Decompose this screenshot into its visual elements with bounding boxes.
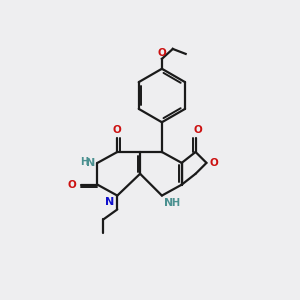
Text: N: N (86, 158, 95, 168)
Text: O: O (158, 48, 166, 58)
Text: O: O (113, 125, 122, 135)
Text: O: O (193, 125, 202, 135)
Text: O: O (209, 158, 218, 168)
Text: N: N (164, 198, 173, 208)
Text: H: H (80, 157, 88, 167)
Text: O: O (68, 180, 77, 190)
Text: N: N (105, 196, 114, 207)
Text: H: H (171, 198, 179, 208)
